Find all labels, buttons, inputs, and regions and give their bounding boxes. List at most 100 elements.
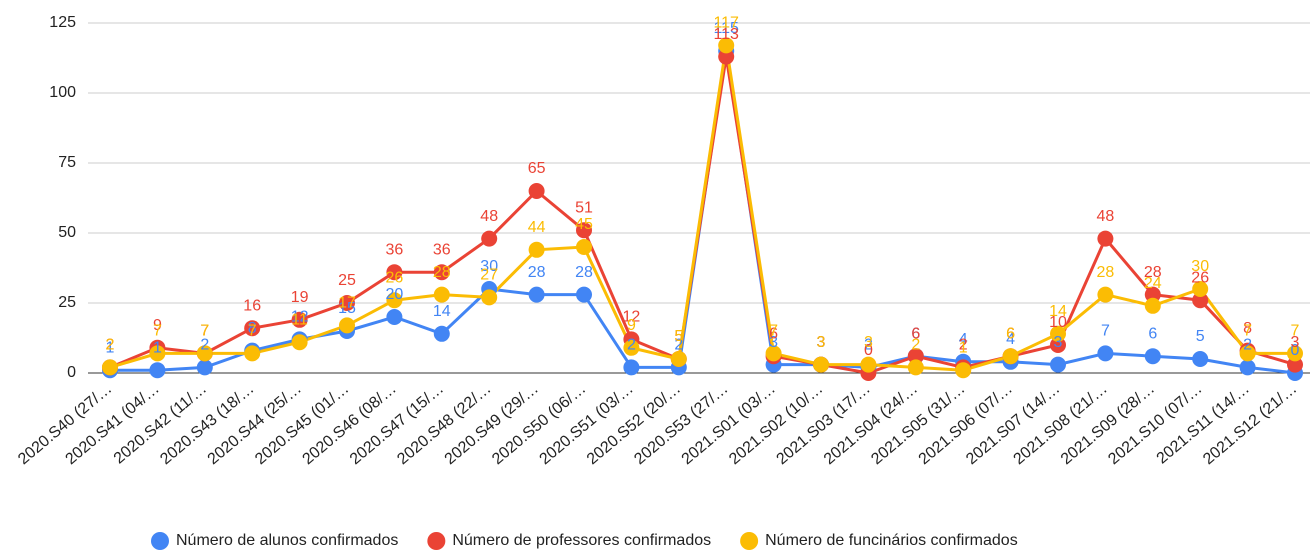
point [433, 286, 450, 303]
point [1144, 297, 1161, 314]
point [1144, 286, 1161, 303]
data-label: 5 [1196, 328, 1205, 345]
y-tick-label: 125 [49, 14, 76, 31]
data-label: 5 [674, 328, 683, 345]
data-label: 3 [864, 334, 873, 351]
legend-marker [151, 532, 169, 550]
point [1239, 345, 1256, 362]
point [528, 286, 545, 303]
point [670, 351, 687, 367]
data-label: 9 [627, 317, 636, 334]
point [1050, 337, 1066, 353]
data-label: 6 [1006, 325, 1015, 342]
data-label: 28 [575, 264, 593, 281]
data-label: 7 [200, 323, 209, 340]
data-label: 6 [911, 325, 920, 342]
data-label: 2 [200, 337, 209, 354]
data-label: 25 [338, 272, 356, 289]
data-label: 115 [713, 20, 739, 37]
point [244, 345, 261, 362]
data-label: 36 [433, 241, 451, 258]
data-label: 2 [106, 337, 115, 354]
point [1097, 230, 1114, 247]
data-label: 36 [386, 241, 404, 258]
data-label: 28 [1097, 264, 1115, 281]
point [1097, 286, 1114, 303]
point [386, 264, 403, 281]
data-label: 7 [1243, 323, 1252, 340]
point [102, 359, 118, 376]
data-label: 7 [1291, 323, 1300, 340]
point [433, 264, 450, 281]
point [339, 295, 355, 311]
data-label: 30 [1191, 258, 1209, 275]
legend: Número de alunos confirmados Número de pr… [151, 532, 1018, 550]
data-label: 28 [1144, 264, 1162, 281]
point [1097, 345, 1114, 362]
data-label: 3 [817, 334, 826, 351]
data-label: 4 [959, 331, 968, 348]
point [718, 48, 735, 65]
point [955, 362, 972, 379]
y-tick-label: 75 [58, 154, 76, 171]
data-label: 19 [291, 289, 309, 306]
data-label: 1 [153, 339, 162, 356]
point [528, 241, 545, 258]
data-label: 6 [911, 325, 920, 342]
data-label: 24 [1144, 275, 1162, 292]
point [1239, 359, 1256, 376]
data-label: 7 [200, 323, 209, 340]
point [196, 345, 213, 362]
data-label: 3 [817, 334, 826, 351]
data-label: 3 [817, 334, 826, 351]
data-label: 5 [674, 328, 683, 345]
data-label: 0 [1291, 342, 1300, 359]
data-label: 3 [769, 334, 778, 351]
data-label: 48 [480, 208, 498, 225]
data-label: 4 [1006, 331, 1015, 348]
point [481, 230, 498, 247]
point [339, 317, 355, 334]
point [196, 359, 213, 376]
data-label: 0 [864, 342, 873, 359]
point [576, 222, 592, 239]
legend-label: Número de alunos confirmados [176, 532, 398, 549]
data-label: 2 [627, 337, 636, 354]
point [1192, 281, 1209, 297]
legend-label: Número de professores confirmados [452, 532, 711, 549]
data-label: 2 [911, 337, 920, 354]
y-tick-label: 0 [67, 364, 76, 381]
point [1287, 345, 1303, 362]
point [1287, 356, 1303, 373]
data-label: 12 [291, 309, 309, 326]
point [1002, 348, 1019, 365]
data-label: 2 [864, 337, 873, 354]
point [291, 334, 308, 351]
point [433, 325, 450, 342]
legend-label: Número de funcinários confirmados [765, 532, 1018, 549]
point [528, 183, 545, 199]
data-label: 65 [528, 160, 546, 177]
data-label: 2 [959, 337, 968, 354]
data-label: 17 [338, 295, 356, 312]
series-line [109, 56, 1296, 375]
point [860, 356, 877, 373]
point [623, 339, 640, 356]
data-label: 3 [1291, 334, 1300, 351]
data-label: 44 [528, 219, 546, 236]
data-label: 2 [674, 337, 683, 354]
data-label: 8 [248, 320, 257, 337]
data-label: 3 [1054, 334, 1063, 351]
data-label: 7 [248, 323, 257, 340]
data-label: 30 [480, 258, 498, 275]
point [291, 311, 308, 328]
data-label: 6 [769, 325, 778, 342]
data-label: 2 [1243, 337, 1252, 354]
data-label: 51 [575, 199, 593, 216]
point [1050, 356, 1066, 373]
data-label: 113 [713, 26, 739, 43]
point [1192, 351, 1209, 367]
data-label: 8 [1243, 320, 1252, 337]
data-label: 48 [1097, 208, 1115, 225]
